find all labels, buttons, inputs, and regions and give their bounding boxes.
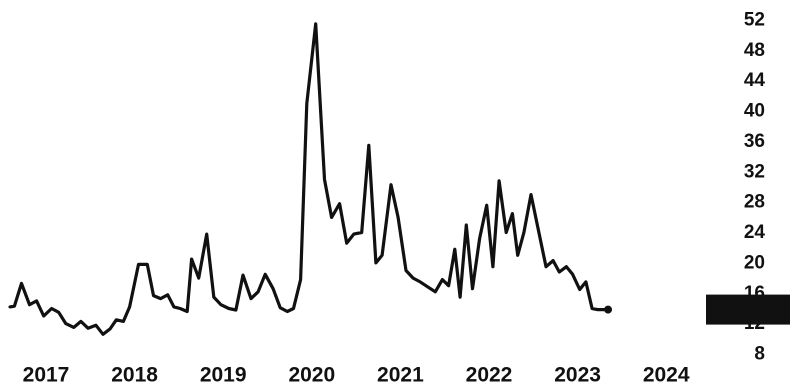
y-tick-label: 28 xyxy=(744,192,765,213)
x-tick-label: 2018 xyxy=(111,364,158,386)
series-line xyxy=(8,22,610,336)
y-tick-label: 44 xyxy=(744,70,766,91)
x-tick-label: 2023 xyxy=(554,364,601,386)
x-tick-label: 2021 xyxy=(377,364,424,386)
y-tick-label: 48 xyxy=(744,40,765,61)
y-tick-label: 20 xyxy=(744,252,765,273)
y-tick-label: 36 xyxy=(744,131,765,152)
last-value-badge: 13,85 xyxy=(706,294,790,325)
x-tick-label: 2017 xyxy=(23,364,70,386)
last-value-marker xyxy=(604,305,613,314)
y-tick-label: 40 xyxy=(744,101,765,122)
last-value-label: 13,85 xyxy=(723,299,773,321)
x-tick-label: 2024 xyxy=(643,364,690,386)
x-tick-label: 2019 xyxy=(200,364,247,386)
x-tick-label: 2022 xyxy=(466,364,513,386)
y-tick-label: 24 xyxy=(744,222,766,243)
y-tick-label: 52 xyxy=(744,10,765,31)
last-value-badge-background xyxy=(706,294,790,325)
x-axis-tick-labels: 2017 2018 2019 2020 2021 2022 2023 2024 xyxy=(23,364,690,386)
y-tick-label: 32 xyxy=(744,161,765,182)
y-tick-label: 8 xyxy=(754,344,765,365)
x-tick-label: 2020 xyxy=(288,364,335,386)
